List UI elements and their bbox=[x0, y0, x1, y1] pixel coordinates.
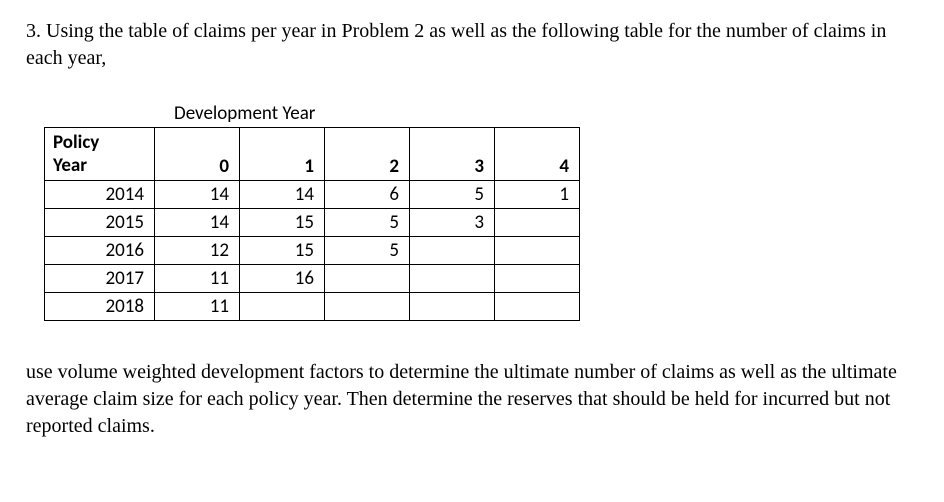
data-cell: 14 bbox=[240, 181, 325, 209]
policy-year-header: Policy Year bbox=[45, 128, 155, 181]
table-row: 2015 14 15 5 3 bbox=[45, 209, 580, 237]
claims-table: Policy Year 0 1 2 3 4 2014 14 14 6 5 1 2… bbox=[44, 127, 580, 321]
year-cell: 2015 bbox=[45, 209, 155, 237]
year-cell: 2016 bbox=[45, 237, 155, 265]
table-row: 2014 14 14 6 5 1 bbox=[45, 181, 580, 209]
data-cell: 1 bbox=[495, 181, 580, 209]
col-header-4: 4 bbox=[495, 128, 580, 181]
data-cell: 5 bbox=[325, 209, 410, 237]
empty-cell bbox=[240, 293, 325, 321]
table-row: 2016 12 15 5 bbox=[45, 237, 580, 265]
development-year-label: Development Year bbox=[174, 102, 918, 125]
empty-cell bbox=[410, 293, 495, 321]
table-row: 2018 11 bbox=[45, 293, 580, 321]
year-cell: 2017 bbox=[45, 265, 155, 293]
empty-cell bbox=[325, 293, 410, 321]
intro-paragraph: 3. Using the table of claims per year in… bbox=[26, 18, 918, 72]
data-cell: 14 bbox=[155, 209, 240, 237]
policy-label-2: Year bbox=[53, 154, 87, 177]
empty-cell bbox=[495, 209, 580, 237]
empty-cell bbox=[325, 265, 410, 293]
policy-label-1: Policy bbox=[53, 131, 99, 154]
empty-cell bbox=[495, 237, 580, 265]
empty-cell bbox=[495, 293, 580, 321]
data-cell: 3 bbox=[410, 209, 495, 237]
year-cell: 2018 bbox=[45, 293, 155, 321]
data-cell: 11 bbox=[155, 293, 240, 321]
table-container: Development Year Policy Year 0 1 2 3 4 2… bbox=[44, 102, 918, 321]
header-row: Policy Year 0 1 2 3 4 bbox=[45, 128, 580, 181]
empty-cell bbox=[410, 237, 495, 265]
empty-cell bbox=[410, 265, 495, 293]
col-header-1: 1 bbox=[240, 128, 325, 181]
data-cell: 12 bbox=[155, 237, 240, 265]
empty-cell bbox=[495, 265, 580, 293]
data-cell: 15 bbox=[240, 237, 325, 265]
data-cell: 11 bbox=[155, 265, 240, 293]
col-header-3: 3 bbox=[410, 128, 495, 181]
col-header-0: 0 bbox=[155, 128, 240, 181]
data-cell: 6 bbox=[325, 181, 410, 209]
data-cell: 14 bbox=[155, 181, 240, 209]
outro-paragraph: use volume weighted development factors … bbox=[26, 359, 918, 440]
data-cell: 5 bbox=[410, 181, 495, 209]
data-cell: 5 bbox=[325, 237, 410, 265]
data-cell: 16 bbox=[240, 265, 325, 293]
table-row: 2017 11 16 bbox=[45, 265, 580, 293]
data-cell: 15 bbox=[240, 209, 325, 237]
year-cell: 2014 bbox=[45, 181, 155, 209]
col-header-2: 2 bbox=[325, 128, 410, 181]
